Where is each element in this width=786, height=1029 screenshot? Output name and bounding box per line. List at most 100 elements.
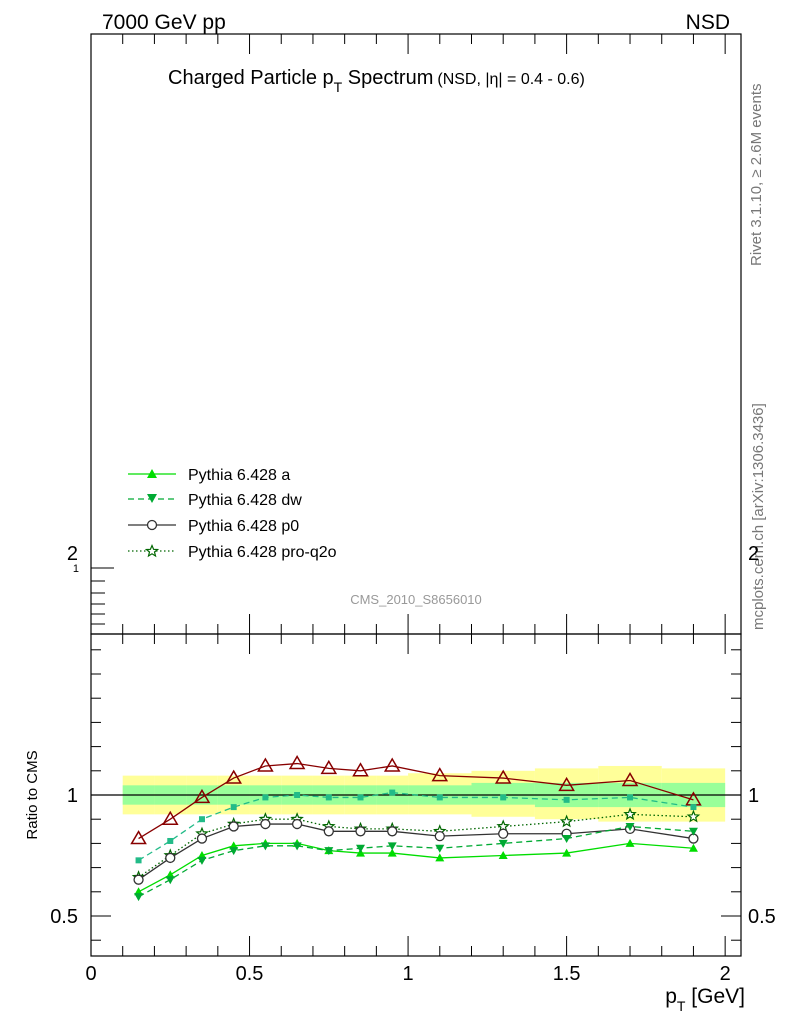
- point-extra_sq: [167, 837, 174, 844]
- point-dw: [324, 847, 334, 856]
- title-extra: (NSD, |η| = 0.4 - 0.6): [437, 71, 584, 88]
- point-dw: [134, 893, 144, 902]
- legend-marker-a: [147, 469, 157, 478]
- point-p0: [498, 828, 509, 839]
- main-y-ticks: [91, 567, 114, 625]
- ratio-axes-ticks: [90, 34, 741, 956]
- band-inner-bin: [471, 782, 535, 805]
- y-tick-label: 1: [67, 785, 78, 807]
- legend-label-proq2o: Pythia 6.428 pro-q2o: [188, 544, 337, 561]
- point-cms: [352, 762, 369, 777]
- process-label: NSD: [686, 11, 730, 34]
- ratio-y-label: Ratio to CMS: [24, 750, 41, 839]
- legend-entry-a: Pythia 6.428 a: [128, 467, 290, 484]
- point-extra_sq: [436, 794, 443, 801]
- mcplots-label: mcplots.cern.ch [arXiv:1306.3436]: [750, 403, 767, 630]
- point-p0: [133, 874, 144, 885]
- point-a: [625, 838, 635, 847]
- x-tick-label: 0: [85, 963, 96, 985]
- point-dw: [562, 835, 572, 844]
- point-cms: [130, 830, 147, 845]
- title-word: Spectrum: [342, 67, 433, 89]
- point-dw: [229, 847, 239, 856]
- legend-label-p0: Pythia 6.428 p0: [188, 518, 299, 535]
- point-dw: [387, 842, 397, 851]
- legend-entry-dw: Pythia 6.428 dw: [128, 492, 302, 509]
- x-tick-label: 0.5: [236, 963, 264, 985]
- point-dw: [197, 856, 207, 865]
- point-cms: [193, 788, 211, 804]
- point-extra_sq: [230, 804, 237, 811]
- point-extra_sq: [294, 792, 301, 798]
- point-p0: [323, 826, 334, 837]
- legend-marker-p0: [146, 519, 158, 531]
- point-cms: [161, 810, 179, 825]
- legend-marker-proq2o: [144, 543, 160, 558]
- ratio-axes-labels: 0 0.5 1 1.5 20.5 0.51 12 2: [50, 543, 776, 985]
- point-p0: [228, 821, 239, 832]
- point-proq2o: [559, 814, 574, 828]
- point-cms: [288, 755, 306, 770]
- x-tick-label: 2: [720, 963, 731, 985]
- point-p0: [387, 826, 398, 837]
- y-tick-label-right: 1: [748, 785, 759, 807]
- title-subscript: T: [334, 79, 343, 95]
- legend-marker-dw: [147, 494, 157, 503]
- x-label-unit: [GeV]: [685, 985, 745, 1008]
- point-p0: [260, 818, 271, 830]
- legend-entry-p0: Pythia 6.428 p0: [128, 518, 299, 535]
- point-extra_sq: [389, 789, 396, 796]
- point-proq2o: [623, 807, 637, 821]
- title-main: Charged Particle p: [168, 67, 334, 89]
- series-line-a: [138, 842, 694, 893]
- point-p0: [165, 852, 176, 864]
- point-dw: [625, 822, 635, 831]
- analysis-id: CMS_2010_S8656010: [350, 592, 482, 607]
- point-dw: [292, 842, 302, 851]
- series-extra_sq: [135, 789, 697, 864]
- series-line-dw: [138, 825, 694, 898]
- series-a: [134, 838, 698, 896]
- point-extra_sq: [262, 794, 269, 801]
- point-extra_sq: [325, 794, 332, 801]
- point-p0: [291, 818, 303, 830]
- point-extra_sq: [690, 804, 697, 811]
- main-y-tick-label-1: 1: [73, 563, 79, 575]
- x-label-subscript: T: [677, 998, 686, 1014]
- point-a: [688, 843, 698, 852]
- point-dw: [435, 844, 445, 853]
- point-a: [435, 853, 445, 862]
- point-cms: [225, 769, 242, 784]
- point-extra_sq: [563, 796, 570, 803]
- series-line-extra_sq: [138, 791, 694, 861]
- legend-label-a: Pythia 6.428 a: [188, 467, 290, 484]
- series-line-cms: [138, 762, 694, 840]
- point-cms: [257, 757, 274, 772]
- energy-label: 7000 GeV pp: [102, 11, 226, 34]
- point-extra_sq: [500, 794, 507, 801]
- y-tick-label: 2: [67, 543, 78, 565]
- point-dw: [260, 842, 270, 851]
- point-cms: [320, 759, 338, 775]
- y-tick-label-right: 2: [748, 543, 759, 565]
- point-dw: [356, 844, 366, 853]
- y-tick-label-right: 0.5: [748, 906, 776, 928]
- point-a: [562, 848, 572, 857]
- series-p0: [133, 818, 699, 885]
- legend-label-dw: Pythia 6.428 dw: [188, 492, 302, 509]
- y-tick-label: 0.5: [50, 906, 78, 928]
- legend-entry-proq2o: Pythia 6.428 pro-q2o: [128, 543, 337, 561]
- point-p0: [196, 833, 208, 844]
- point-proq2o: [686, 809, 701, 823]
- point-cms: [431, 767, 449, 782]
- point-dw: [688, 827, 698, 836]
- series-line-p0: [138, 823, 694, 881]
- point-a: [498, 851, 508, 859]
- plot-title: Charged Particle pT Spectrum (NSD, |η| = …: [168, 67, 585, 95]
- point-p0: [355, 826, 366, 837]
- series-cms: [130, 755, 702, 845]
- series-dw: [134, 822, 698, 902]
- point-cms: [383, 757, 401, 772]
- legend: Pythia 6.428 a Pythia 6.428 dw Pythia 6.…: [128, 467, 337, 561]
- point-p0: [434, 830, 445, 842]
